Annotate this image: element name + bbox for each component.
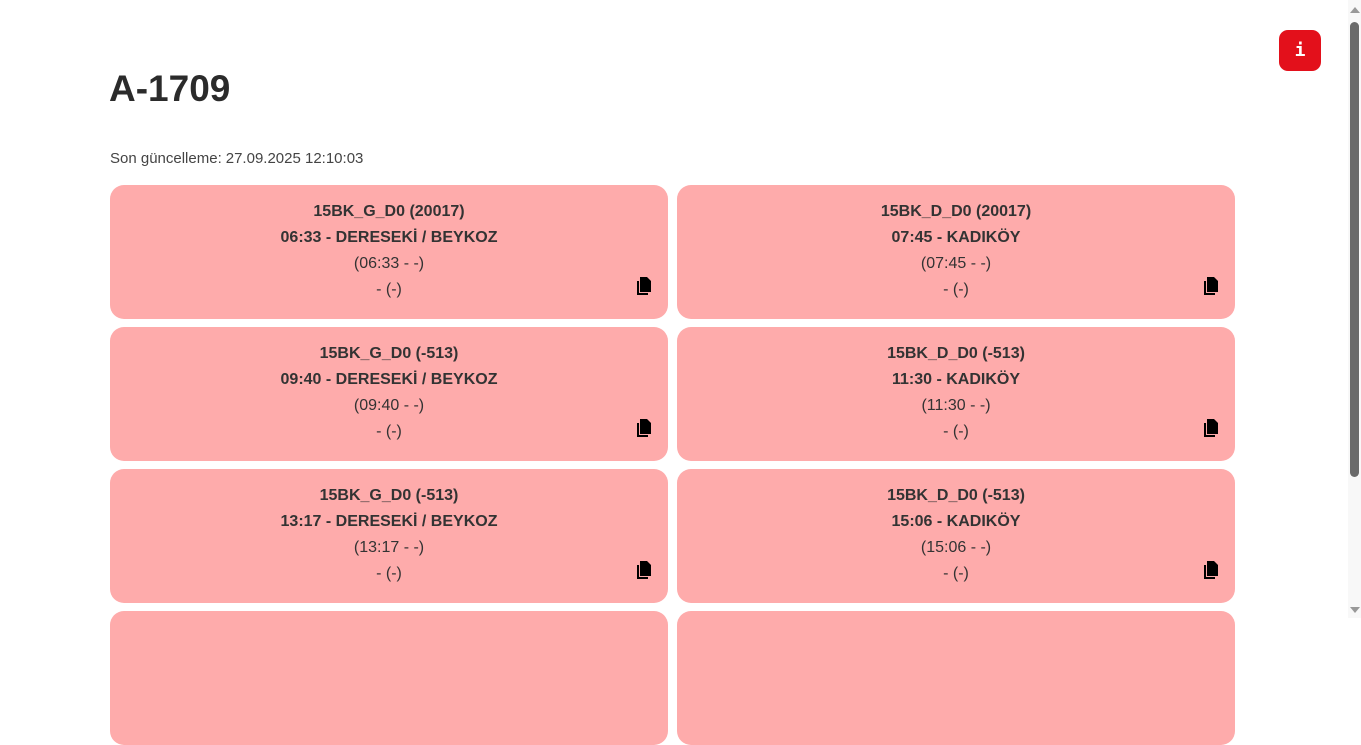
trip-route: 15BK_G_D0 (20017)	[313, 203, 465, 220]
trip-route: 15BK_G_D0 (-513)	[319, 487, 459, 504]
trip-status: - (-)	[943, 281, 969, 298]
trip-card: 15BK_D_D0 (-513) 11:30 - KADIKÖY (11:30 - …	[677, 327, 1235, 461]
trip-card	[677, 611, 1235, 745]
trip-times: (07:45 - -)	[920, 255, 992, 272]
trip-times: (11:30 - -)	[921, 397, 991, 414]
copy-icon[interactable]	[1203, 561, 1219, 579]
last-updated-value: 27.09.2025 12:10:03	[225, 150, 364, 167]
trip-status: - (-)	[376, 565, 402, 582]
trip-times: (15:06 - -)	[920, 539, 992, 556]
trip-times: (09:40 - -)	[353, 397, 425, 414]
copy-icon[interactable]	[636, 561, 652, 579]
info-button[interactable]: i	[1279, 30, 1321, 71]
trip-card: 15BK_D_D0 (20017) 07:45 - KADIKÖY (07:45 -…	[677, 185, 1235, 319]
trip-departure: 09:40 - DERESEKİ / BEYKOZ	[280, 371, 498, 388]
scrollbar-thumb[interactable]	[1350, 22, 1359, 477]
trip-route: 15BK_D_D0 (-513)	[887, 345, 1025, 362]
last-updated: Son güncelleme: 27.09.2025 12:10:03	[110, 150, 363, 167]
scrollbar[interactable]	[1348, 0, 1361, 618]
scroll-up-arrow-icon[interactable]	[1350, 7, 1360, 13]
info-icon: i	[1294, 40, 1306, 61]
trip-departure: 07:45 - KADIKÖY	[891, 229, 1021, 246]
trip-status: - (-)	[943, 423, 969, 440]
trip-status: - (-)	[943, 565, 969, 582]
scroll-down-arrow-icon[interactable]	[1350, 607, 1360, 613]
trip-status: - (-)	[376, 281, 402, 298]
trip-card-grid: 15BK_G_D0 (20017) 06:33 - DERESEKİ / BEYK…	[110, 185, 1235, 745]
trip-card: 15BK_G_D0 (-513) 13:17 - DERESEKİ / BEYKO…	[110, 469, 668, 603]
copy-icon[interactable]	[636, 277, 652, 295]
trip-times: (06:33 - -)	[353, 255, 425, 272]
trip-departure: 13:17 - DERESEKİ / BEYKOZ	[280, 513, 498, 530]
trip-card: 15BK_G_D0 (20017) 06:33 - DERESEKİ / BEYK…	[110, 185, 668, 319]
trip-route: 15BK_G_D0 (-513)	[319, 345, 459, 362]
page-title: A-1709	[109, 68, 231, 109]
copy-icon[interactable]	[1203, 277, 1219, 295]
trip-departure: 11:30 - KADIKÖY	[891, 371, 1021, 388]
trip-route: 15BK_D_D0 (20017)	[880, 203, 1032, 220]
trip-card: 15BK_D_D0 (-513) 15:06 - KADIKÖY (15:06 - …	[677, 469, 1235, 603]
trip-card: 15BK_G_D0 (-513) 09:40 - DERESEKİ / BEYKO…	[110, 327, 668, 461]
copy-icon[interactable]	[636, 419, 652, 437]
trip-times: (13:17 - -)	[353, 539, 425, 556]
trip-status: - (-)	[376, 423, 402, 440]
trip-route: 15BK_D_D0 (-513)	[887, 487, 1025, 504]
trip-card	[110, 611, 668, 745]
trip-departure: 15:06 - KADIKÖY	[891, 513, 1021, 530]
trip-departure: 06:33 - DERESEKİ / BEYKOZ	[280, 229, 498, 246]
last-updated-label: Son güncelleme:	[110, 150, 222, 167]
copy-icon[interactable]	[1203, 419, 1219, 437]
